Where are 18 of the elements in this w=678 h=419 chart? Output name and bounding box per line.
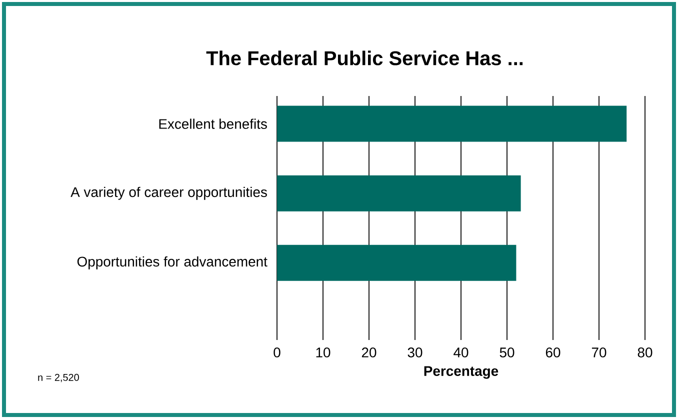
chart-title: The Federal Public Service Has ... — [206, 50, 523, 66]
bar — [277, 106, 627, 142]
x-tick-label: 20 — [362, 348, 376, 358]
x-axis-title: Percentage — [424, 366, 498, 379]
x-tick-label: 30 — [408, 348, 422, 358]
y-tick-label: Excellent benefits — [159, 118, 267, 129]
bar — [277, 175, 521, 212]
x-tick-label: 70 — [592, 348, 606, 358]
x-tick-label: 0 — [274, 348, 280, 358]
y-tick-label: Opportunities for advancement — [77, 256, 268, 270]
text: n = 2,520 — [38, 374, 79, 382]
y-tick-label: A variety of career opportunities — [70, 186, 267, 200]
x-tick-label: 40 — [454, 348, 468, 358]
x-tick-label: 60 — [546, 348, 560, 358]
x-tick-label: 10 — [316, 348, 330, 358]
x-tick-label: 50 — [500, 348, 514, 358]
bar — [277, 244, 516, 281]
x-tick-label: 80 — [638, 348, 652, 358]
